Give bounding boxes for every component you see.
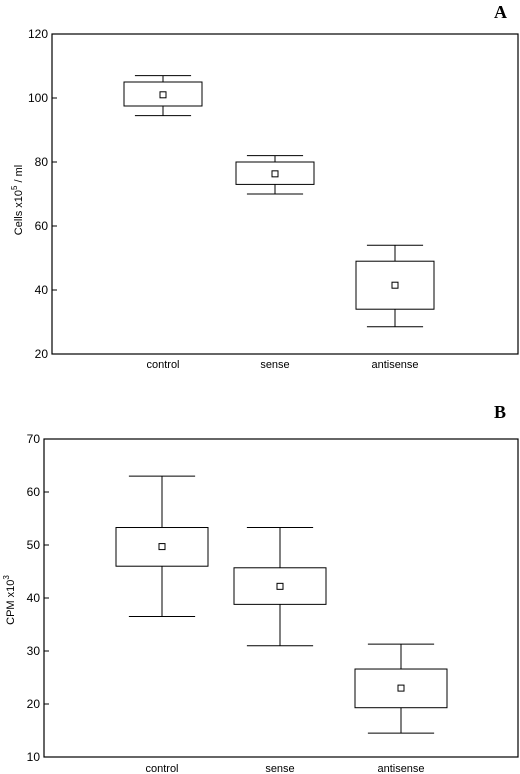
- category-label: sense: [265, 763, 294, 774]
- box-sense: [235, 155, 315, 195]
- category-label: antisense: [371, 359, 418, 371]
- y-tick-label: 30: [27, 644, 41, 658]
- y-tick-label: 50: [27, 538, 41, 552]
- center-marker: [276, 582, 284, 590]
- box-sense: [233, 527, 327, 647]
- category-label: control: [146, 359, 179, 371]
- y-tick-label: 20: [27, 697, 41, 711]
- y-axis-title-superscript: 5: [10, 185, 19, 190]
- y-axis-title: Cells x105 / ml: [10, 165, 25, 235]
- box-antisense: [355, 244, 435, 328]
- y-tick-label: 70: [27, 432, 41, 446]
- y-axis-title-superscript: 3: [2, 575, 11, 580]
- center-marker: [159, 91, 167, 99]
- y-tick-label: 40: [27, 591, 41, 605]
- chart-panel-b: B 10 20 30 40 50 60 70 CPM x103 control sense antis…: [2, 402, 519, 774]
- y-tick-label: 60: [35, 219, 49, 233]
- y-tick-label: 60: [27, 485, 41, 499]
- y-tick-label: 10: [27, 750, 41, 764]
- category-label: sense: [260, 359, 289, 371]
- box-control: [123, 75, 203, 117]
- center-marker: [271, 170, 279, 178]
- y-axis-title-text: Cells x10: [13, 190, 25, 235]
- y-axis-title: CPM x103: [2, 575, 17, 625]
- y-tick-label: 120: [28, 27, 48, 41]
- box-antisense: [354, 643, 448, 734]
- y-tick-label: 100: [28, 91, 48, 105]
- center-marker: [397, 684, 405, 692]
- y-tick-label: 80: [35, 155, 49, 169]
- plot-frame: [51, 33, 519, 355]
- y-tick-label: 20: [35, 347, 49, 361]
- category-label: antisense: [377, 763, 424, 774]
- category-label: control: [145, 763, 178, 774]
- y-axis-title-suffix: / ml: [13, 165, 25, 186]
- y-tick-label: 40: [35, 283, 49, 297]
- center-marker: [391, 281, 399, 289]
- box-control: [115, 475, 209, 618]
- y-axis-title-text: CPM x10: [5, 580, 17, 625]
- panel-label: B: [494, 402, 506, 422]
- panel-label: A: [494, 2, 507, 22]
- chart-panel-a: A 20 40 60 80 100 120 Cells x105 / ml control sen…: [10, 2, 519, 371]
- center-marker: [158, 543, 166, 551]
